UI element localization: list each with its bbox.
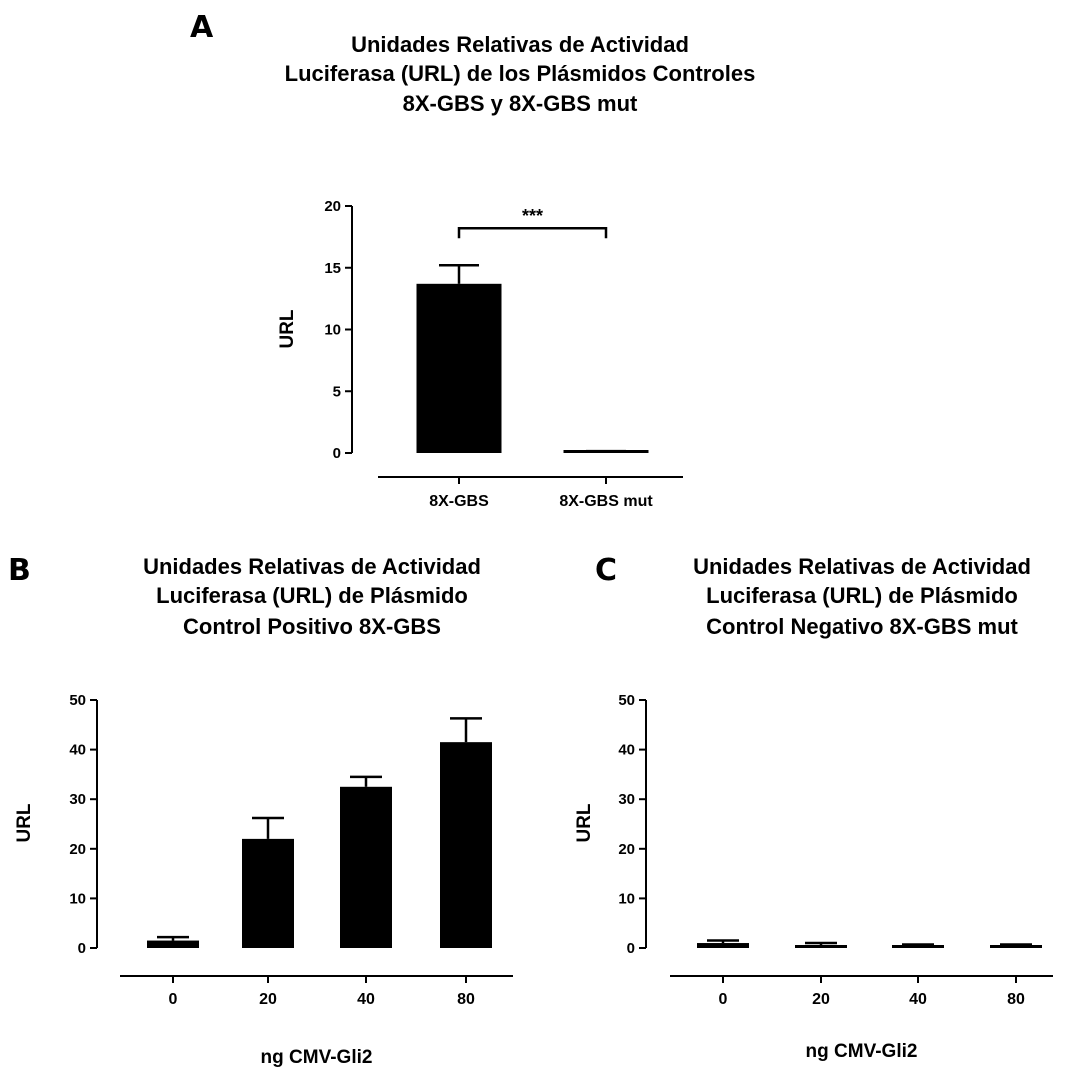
- panel-c: C Unidades Relativas de Actividad Lucifera…: [574, 553, 1053, 1062]
- panel-a: A Unidades Relativas de Actividad Lucifera…: [190, 10, 755, 510]
- x-tick-label: 0: [169, 991, 178, 1008]
- y-axis-title: URL: [277, 309, 298, 348]
- x-tick-label: 0: [719, 991, 728, 1008]
- bar: [242, 838, 294, 948]
- x-tick-label: 80: [1007, 991, 1025, 1008]
- x-tick-label: 20: [259, 991, 277, 1008]
- chart-title-line: Control Positivo 8X-GBS: [183, 614, 441, 639]
- x-axis-title: ng CMV-Gli2: [261, 1047, 373, 1068]
- y-tick-label: 20: [69, 841, 86, 858]
- y-tick-label: 50: [618, 692, 635, 709]
- y-tick-label: 10: [324, 322, 341, 339]
- y-tick-label: 20: [618, 841, 635, 858]
- y-tick-label: 5: [333, 383, 341, 400]
- x-axis-title: ng CMV-Gli2: [806, 1041, 918, 1062]
- y-axis-title: URL: [14, 803, 35, 842]
- y-tick-label: 0: [333, 445, 341, 462]
- y-tick-label: 40: [618, 742, 635, 759]
- x-tick-label: 8X-GBS: [429, 493, 489, 510]
- chart-title-line: Luciferasa (URL) de Plásmido: [156, 583, 468, 608]
- bar: [990, 945, 1042, 948]
- bar: [697, 943, 749, 948]
- panel-letter: C: [595, 553, 617, 588]
- y-tick-label: 0: [78, 940, 86, 957]
- chart-title-line: Unidades Relativas de Actividad: [143, 554, 481, 579]
- x-tick-label: 40: [909, 991, 927, 1008]
- significance-label: ***: [522, 206, 543, 226]
- bar: [563, 450, 649, 453]
- bar: [340, 786, 392, 948]
- chart-title-line: Control Negativo 8X-GBS mut: [706, 614, 1018, 639]
- y-tick-label: 40: [69, 742, 86, 759]
- y-axis-title: URL: [574, 803, 595, 842]
- y-tick-label: 10: [69, 890, 86, 907]
- bar: [416, 283, 502, 453]
- bar: [440, 742, 492, 948]
- chart-title-line: 8X-GBS y 8X-GBS mut: [403, 91, 638, 116]
- y-tick-label: 15: [324, 260, 341, 277]
- bar: [795, 945, 847, 948]
- panel-b: B Unidades Relativas de Actividad Lucifera…: [8, 553, 513, 1068]
- y-tick-label: 20: [324, 198, 341, 215]
- chart-title-line: Unidades Relativas de Actividad: [351, 32, 689, 57]
- x-tick-label: 8X-GBS mut: [559, 493, 653, 510]
- panel-letter: B: [8, 553, 31, 588]
- x-tick-label: 40: [357, 991, 375, 1008]
- y-tick-label: 0: [627, 940, 635, 957]
- y-tick-label: 30: [69, 791, 86, 808]
- x-tick-label: 20: [812, 991, 830, 1008]
- chart-title-line: Luciferasa (URL) de los Plásmidos Contro…: [285, 61, 756, 86]
- x-tick-label: 80: [457, 991, 475, 1008]
- y-tick-label: 10: [618, 890, 635, 907]
- chart-title-line: Unidades Relativas de Actividad: [693, 554, 1031, 579]
- y-tick-label: 30: [618, 791, 635, 808]
- panel-letter: A: [190, 10, 214, 45]
- bar: [892, 945, 944, 948]
- significance-bracket: [457, 226, 608, 239]
- y-tick-label: 50: [69, 692, 86, 709]
- bar: [147, 940, 199, 948]
- chart-title-line: Luciferasa (URL) de Plásmido: [706, 583, 1018, 608]
